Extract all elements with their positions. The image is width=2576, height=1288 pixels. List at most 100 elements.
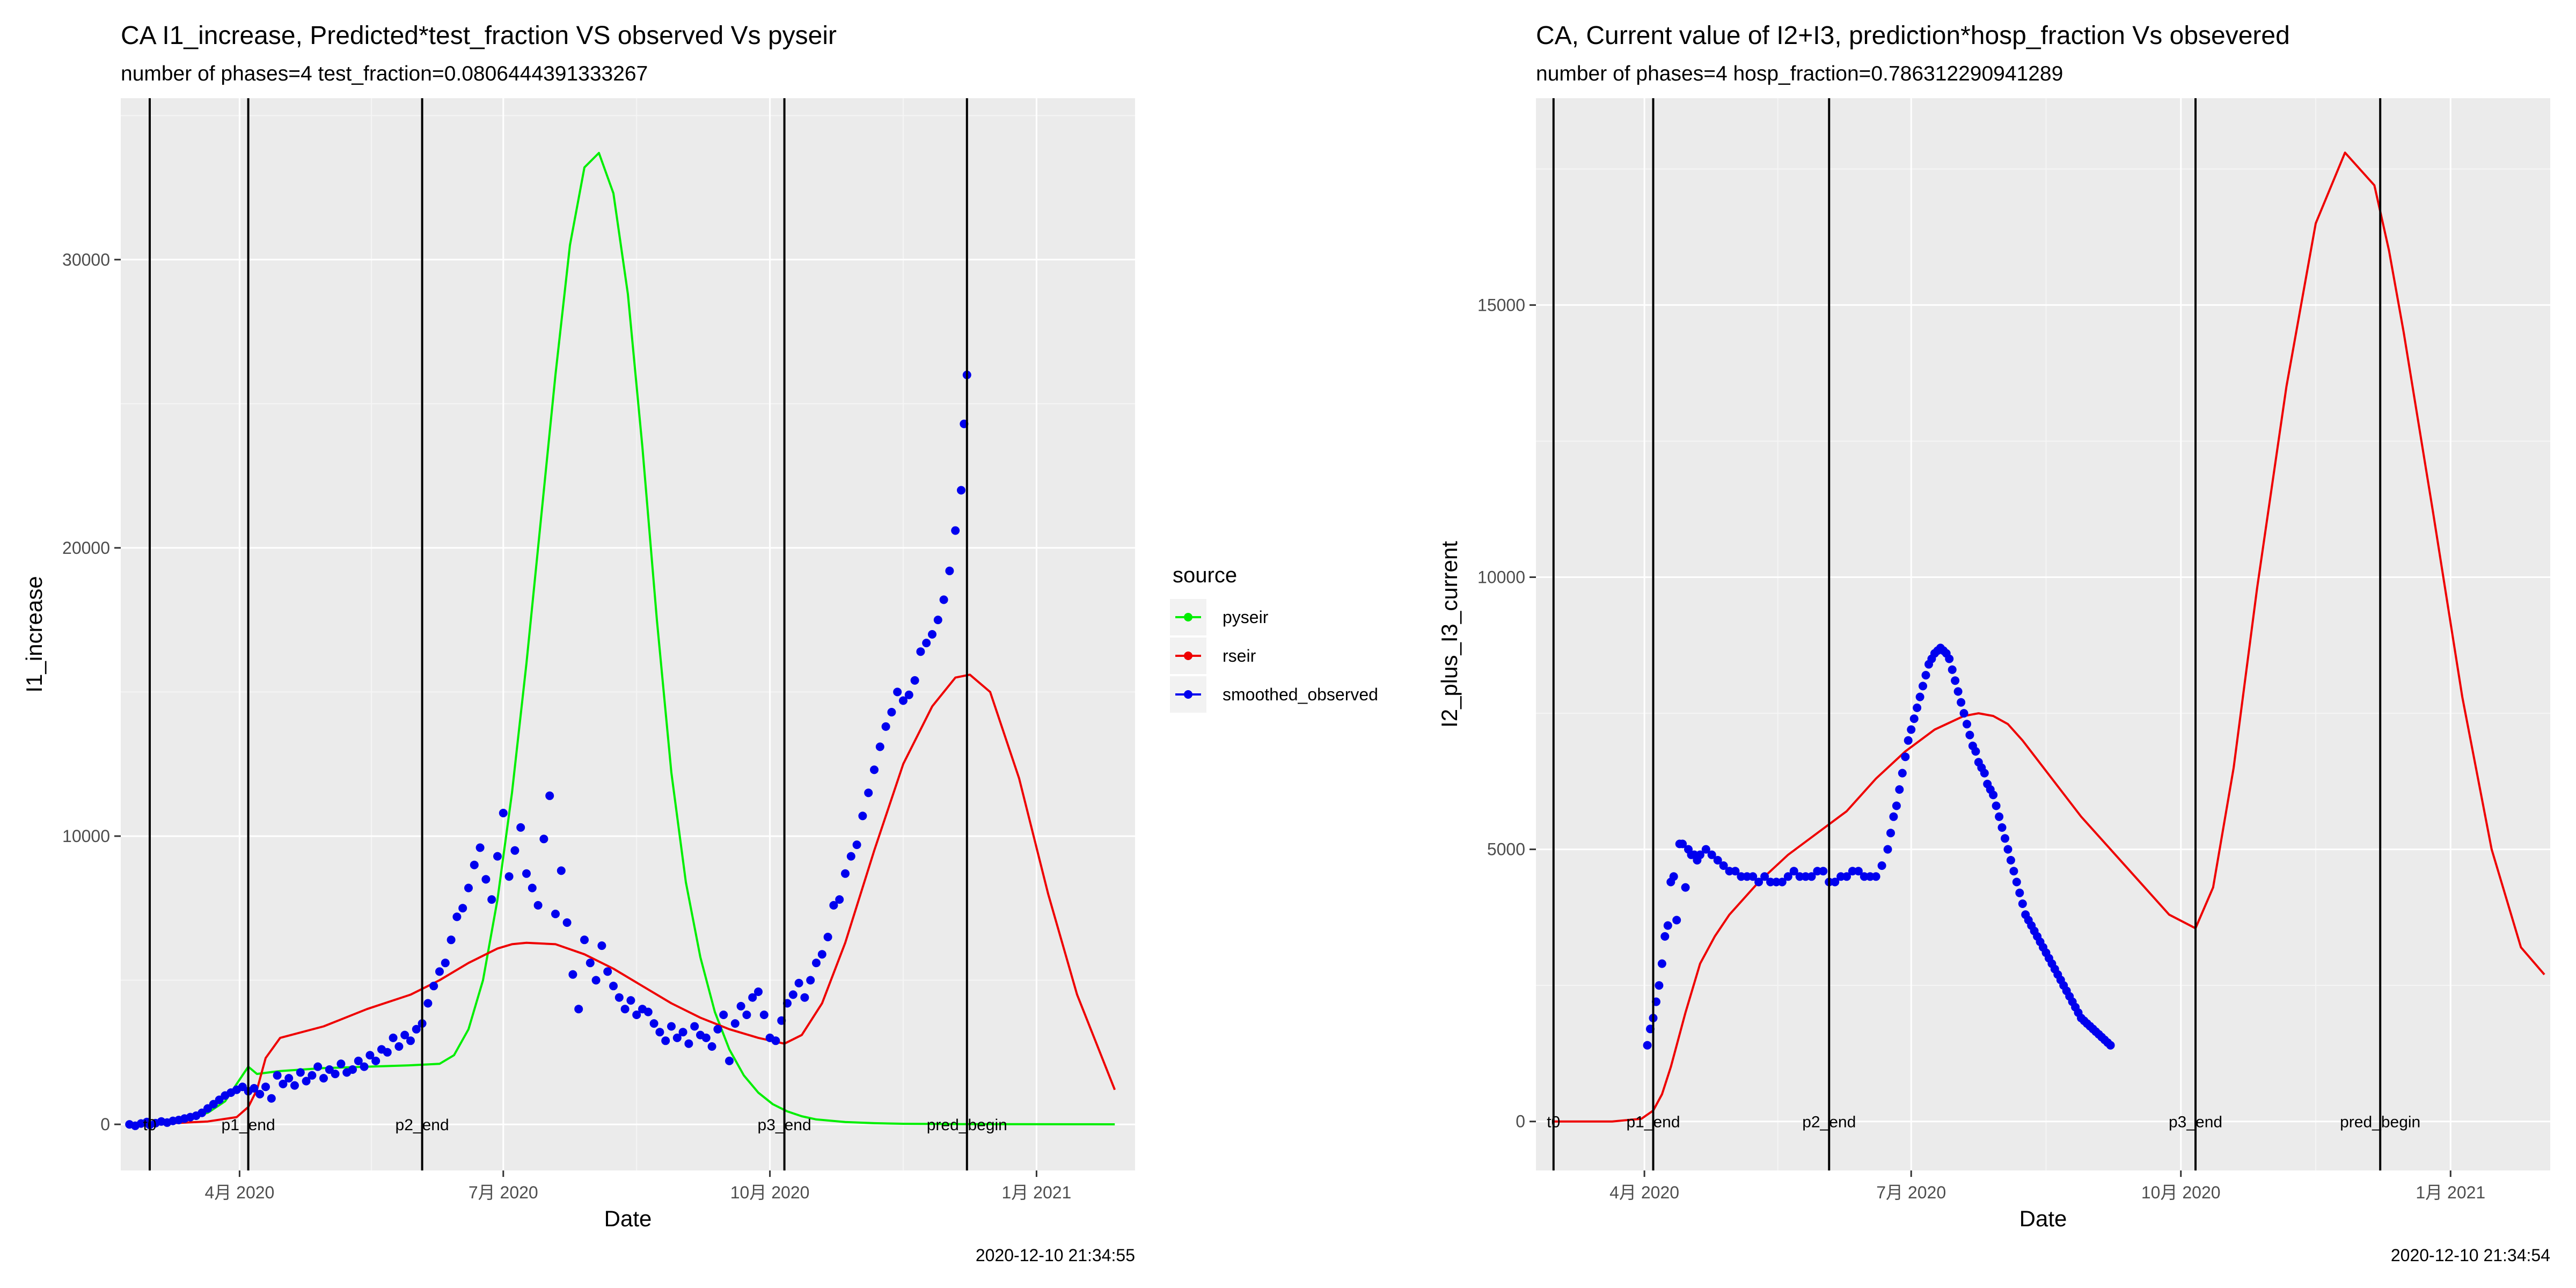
left-point-smoothed_observed: [273, 1071, 282, 1080]
left-point-smoothed_observed: [591, 976, 601, 985]
left-point-smoothed_observed: [725, 1056, 734, 1065]
left-point-smoothed_observed: [470, 860, 479, 869]
left-point-smoothed_observed: [475, 843, 485, 852]
left-timestamp: 2020-12-10 21:34:55: [976, 1246, 1135, 1265]
left-point-smoothed_observed: [499, 809, 508, 817]
left-point-smoothed_observed: [597, 941, 606, 950]
right-point-smoothed_observed: [1731, 867, 1740, 876]
left-point-smoothed_observed: [817, 950, 826, 959]
left-point-smoothed_observed: [348, 1065, 357, 1074]
right-point-smoothed_observed: [1913, 703, 1922, 712]
left-point-smoothed_observed: [383, 1048, 392, 1057]
left-point-smoothed_observed: [435, 967, 444, 976]
right-x-tick-label: 7月 2020: [1876, 1183, 1946, 1202]
left-point-smoothed_observed: [284, 1074, 294, 1083]
right-point-smoothed_observed: [2012, 877, 2021, 887]
left-point-smoothed_observed: [510, 846, 519, 855]
right-plot-area: 0 5000 10000 15000 4月 2020 7月 2020 10月 2020 1月 …: [1477, 98, 2550, 1202]
left-point-smoothed_observed: [742, 1011, 751, 1019]
left-point-smoothed_observed: [302, 1077, 311, 1086]
legend-label-pyseir: pyseir: [1223, 608, 1269, 627]
right-point-smoothed_observed: [1678, 839, 1687, 848]
left-phase-label-pred_begin: pred_begin: [927, 1116, 1007, 1134]
right-point-smoothed_observed: [1877, 861, 1886, 870]
left-point-smoothed_observed: [661, 1036, 670, 1045]
right-point-smoothed_observed: [1663, 921, 1672, 930]
left-point-smoothed_observed: [389, 1033, 398, 1042]
legend-key-point-pyseir: [1184, 613, 1192, 621]
right-phase-label-p3_end: p3_end: [2169, 1114, 2222, 1131]
left-point-smoothed_observed: [557, 866, 566, 875]
left-point-smoothed_observed: [951, 526, 960, 535]
right-point-smoothed_observed: [1807, 872, 1816, 881]
left-y-tick-label: 20000: [62, 538, 110, 558]
left-chart-subtitle: number of phases=4 test_fraction=0.08064…: [121, 62, 648, 85]
left-point-smoothed_observed: [429, 982, 438, 991]
right-point-smoothed_observed: [1660, 932, 1670, 941]
right-point-smoothed_observed: [1963, 720, 1971, 729]
left-y-tick-label: 0: [100, 1115, 110, 1134]
right-point-smoothed_observed: [1695, 850, 1704, 859]
right-phase-label-t0: t0: [1547, 1114, 1560, 1131]
left-point-smoothed_observed: [748, 993, 757, 1002]
right-point-smoothed_observed: [2018, 899, 2027, 908]
left-point-smoothed_observed: [794, 978, 803, 987]
right-y-tick-label: 15000: [1477, 295, 1525, 314]
left-point-smoothed_observed: [360, 1062, 369, 1071]
right-point-smoothed_observed: [1777, 877, 1787, 887]
right-point-smoothed_observed: [1748, 872, 1758, 881]
left-plot-area: 0 10000 20000 30000 4月 2020 7月 2020 10月 2020 1月…: [62, 98, 1135, 1202]
right-point-smoothed_observed: [1713, 855, 1722, 865]
left-point-smoothed_observed: [904, 690, 913, 699]
left-point-smoothed_observed: [296, 1068, 305, 1077]
left-point-smoothed_observed: [609, 982, 618, 991]
left-point-smoothed_observed: [916, 647, 925, 656]
right-point-smoothed_observed: [1919, 682, 1927, 691]
right-timestamp: 2020-12-10 21:34:54: [2391, 1246, 2550, 1265]
left-point-smoothed_observed: [928, 630, 936, 639]
right-point-smoothed_observed: [1901, 752, 1910, 762]
left-point-smoothed_observed: [406, 1036, 415, 1045]
left-phase-label-t0: t0: [143, 1116, 156, 1134]
right-point-smoothed_observed: [1957, 698, 1966, 707]
left-point-smoothed_observed: [487, 895, 496, 904]
legend: source pyseir rseir smoothed_observed: [1170, 564, 1378, 713]
left-point-smoothed_observed: [910, 676, 919, 685]
left-point-smoothed_observed: [771, 1036, 780, 1045]
right-y-tick-label: 10000: [1477, 568, 1525, 587]
left-point-smoothed_observed: [667, 1022, 676, 1031]
left-point-smoothed_observed: [945, 566, 954, 575]
left-point-smoothed_observed: [788, 990, 797, 999]
left-point-smoothed_observed: [632, 1011, 641, 1019]
left-x-axis-label: Date: [604, 1206, 652, 1231]
left-point-smoothed_observed: [620, 1005, 630, 1014]
left-point-smoothed_observed: [730, 1019, 740, 1028]
left-point-smoothed_observed: [649, 1019, 658, 1028]
left-point-smoothed_observed: [812, 958, 821, 968]
right-x-tick-label: 10月 2020: [2141, 1183, 2221, 1202]
right-point-smoothed_observed: [1989, 791, 1998, 800]
left-x-tick-label: 10月 2020: [730, 1183, 810, 1202]
right-phase-label-pred_begin: pred_begin: [2340, 1114, 2420, 1131]
left-point-smoothed_observed: [875, 742, 884, 751]
left-point-smoothed_observed: [452, 912, 462, 921]
right-point-smoothed_observed: [1921, 671, 1930, 680]
left-point-smoothed_observed: [528, 883, 537, 892]
left-point-smoothed_observed: [447, 935, 456, 945]
left-point-smoothed_observed: [481, 875, 491, 884]
right-point-smoothed_observed: [1959, 709, 1968, 718]
left-point-smoothed_observed: [308, 1071, 317, 1080]
left-point-smoothed_observed: [336, 1059, 346, 1069]
legend-title: source: [1173, 564, 1237, 587]
right-x-tick-label: 1月 2021: [2416, 1183, 2485, 1202]
left-point-smoothed_observed: [441, 958, 450, 968]
right-point-smoothed_observed: [1848, 867, 1857, 876]
right-point-smoothed_observed: [1871, 872, 1880, 881]
left-point-smoothed_observed: [829, 901, 838, 910]
right-point-smoothed_observed: [2106, 1041, 2115, 1050]
left-point-smoothed_observed: [539, 835, 548, 844]
left-point-smoothed_observed: [354, 1056, 363, 1065]
left-phase-label-p1_end: p1_end: [222, 1116, 275, 1134]
legend-label-smoothed_observed: smoothed_observed: [1223, 685, 1378, 704]
